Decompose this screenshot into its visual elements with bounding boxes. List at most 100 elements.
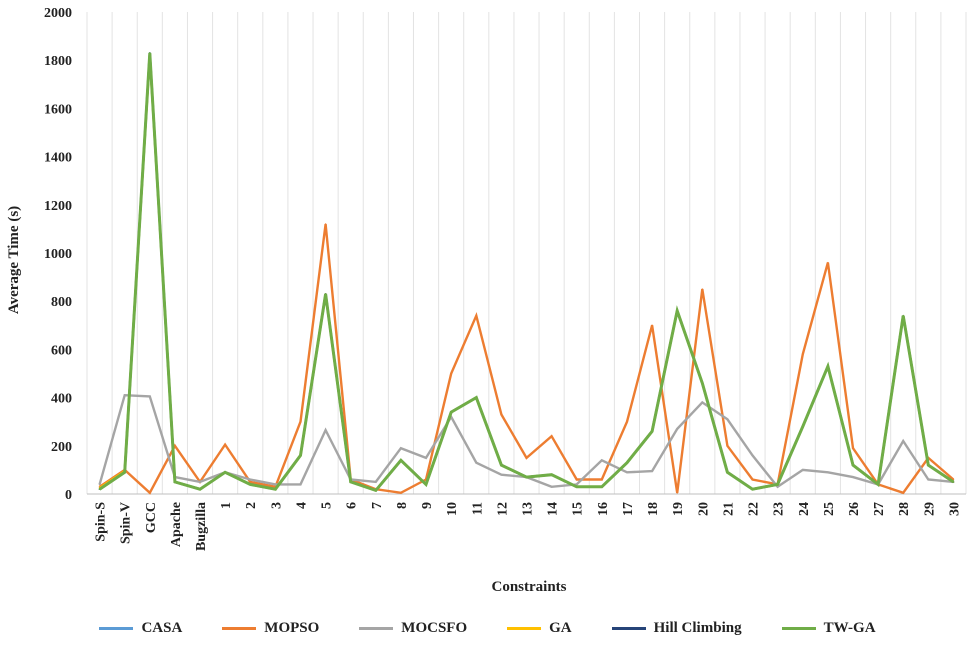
x-tick-label: Apache [169, 502, 184, 547]
data-point [877, 483, 879, 486]
x-tick-label: 14 [546, 502, 561, 516]
data-point [324, 429, 327, 431]
x-tick-label: 19 [671, 502, 686, 516]
data-point [475, 396, 478, 399]
data-point [274, 488, 277, 490]
x-tick-label: Spin-S [94, 502, 109, 542]
data-point [224, 471, 226, 474]
data-point [550, 485, 553, 488]
data-point [148, 52, 151, 54]
data-point [651, 430, 653, 433]
data-point [701, 382, 704, 384]
data-point [751, 488, 754, 490]
data-point [751, 478, 754, 481]
legend-label: GA [549, 619, 572, 636]
x-tick-label: 18 [646, 502, 661, 516]
data-point [676, 428, 678, 430]
data-point [450, 411, 452, 413]
data-point [324, 293, 327, 295]
y-tick-label: 800 [51, 295, 72, 310]
data-point [801, 353, 804, 356]
x-axis-title: Constraints [491, 579, 566, 595]
x-tick-label: 2 [244, 502, 259, 509]
data-point [525, 476, 528, 478]
y-tick-label: 200 [51, 440, 72, 455]
x-tick-label: Bugzilla [194, 502, 209, 551]
legend-item: GA [507, 620, 572, 637]
data-point [400, 459, 402, 462]
data-point [324, 223, 327, 225]
data-point [400, 447, 402, 450]
data-point [249, 483, 252, 486]
x-tick-label: 27 [872, 502, 887, 516]
data-point [123, 471, 126, 474]
data-point [902, 440, 905, 442]
x-tick-label: 8 [395, 502, 410, 509]
series-line [98, 223, 955, 495]
x-tick-label: 10 [445, 502, 460, 516]
data-point [148, 395, 151, 398]
data-point [425, 457, 427, 459]
data-point [500, 473, 503, 476]
data-point [174, 445, 176, 447]
x-tick-label: 20 [696, 502, 711, 516]
data-point [776, 485, 779, 488]
data-point [550, 473, 553, 476]
data-point [701, 401, 704, 404]
data-point [601, 485, 603, 488]
y-tick-label: 1000 [44, 247, 72, 262]
y-tick-label: 1800 [44, 54, 72, 69]
data-point [927, 464, 930, 466]
y-tick-labels: 0 200 400 600 800 1000 1200 1400 1600 1800 2000 [44, 6, 72, 503]
data-point [927, 478, 930, 481]
data-point [651, 470, 653, 472]
legend-swatch [781, 626, 816, 630]
y-tick-label: 2000 [44, 6, 72, 21]
x-tick-label: 7 [370, 502, 385, 509]
data-point [852, 447, 854, 450]
x-tick-labels: Spin-S Spin-V GCC Apache Bugzilla 1 2 3 4 5 6 7 8 9 10… [94, 502, 963, 551]
data-point [274, 483, 277, 486]
data-point [224, 443, 226, 446]
data-point [827, 365, 829, 368]
data-point [626, 471, 628, 474]
legend-swatch [359, 626, 394, 630]
y-axis-title: Average Time (s) [6, 206, 22, 314]
data-point [726, 445, 729, 447]
data-point [776, 483, 779, 486]
legend-swatch [222, 626, 257, 630]
legend-item: TW-GA [781, 620, 876, 637]
data-point [952, 481, 955, 483]
data-point [98, 488, 101, 490]
x-tick-label: 11 [470, 502, 485, 515]
y-tick-label: 1400 [44, 151, 72, 166]
data-point [726, 471, 729, 474]
data-point [575, 485, 578, 488]
y-tick-label: 1200 [44, 199, 72, 214]
data-point [550, 435, 553, 437]
legend-swatch [99, 626, 134, 630]
data-point [249, 478, 252, 481]
gridlines [86, 12, 967, 494]
x-tick-label: 12 [495, 502, 510, 516]
data-point [801, 425, 804, 428]
data-point [299, 483, 302, 486]
x-tick-label: 6 [345, 502, 360, 509]
data-point [827, 471, 829, 474]
data-point [349, 481, 352, 483]
x-tick-label: 16 [596, 502, 611, 516]
data-point [500, 413, 503, 416]
data-point [676, 491, 678, 494]
data-point [902, 491, 905, 494]
data-point [199, 481, 201, 483]
data-point [148, 491, 151, 494]
x-tick-label: GCC [144, 502, 159, 533]
legend-swatch [507, 626, 542, 630]
legend-swatch [611, 626, 646, 630]
data-point [601, 478, 603, 481]
data-point [500, 464, 503, 466]
y-tick-label: 600 [51, 343, 72, 358]
y-tick-label: 400 [51, 392, 72, 407]
x-tick-label: 13 [521, 502, 536, 516]
x-tick-label: 3 [269, 502, 284, 509]
